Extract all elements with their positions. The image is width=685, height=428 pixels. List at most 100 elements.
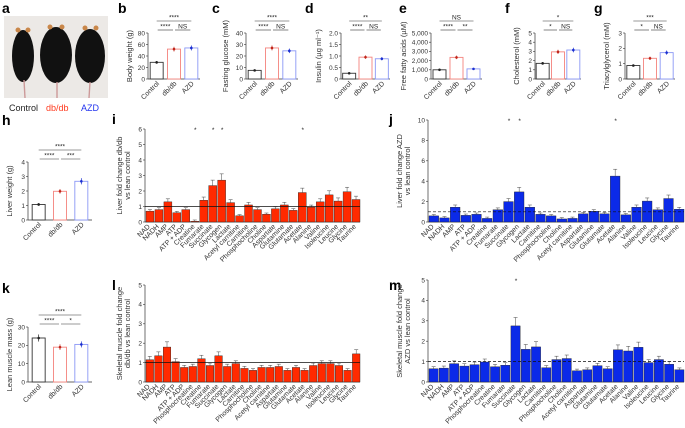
legend-dbdb: db/db — [46, 103, 69, 113]
significance-label: NS — [452, 15, 462, 22]
mean-marker — [80, 343, 83, 346]
bar-succinate — [510, 325, 521, 383]
bar-control — [31, 204, 46, 221]
y-tick-label: 2.0 — [329, 30, 338, 37]
panel-e: e 0 1,000 2,000 3,000 4,000 5,000 Free fatty ac… — [399, 0, 482, 101]
bar-amp — [162, 346, 171, 383]
bar-dbdb — [358, 56, 373, 80]
y-tick-label: 0 — [21, 217, 25, 224]
significance-star: * — [614, 118, 617, 125]
bar-taurine — [674, 369, 685, 383]
mean-marker — [270, 46, 274, 50]
y-axis-label: Triacylglycerol (mM) — [602, 22, 611, 90]
y-tick-label: 0 — [239, 76, 243, 83]
mean-marker — [541, 62, 544, 65]
category-label: Control — [140, 80, 161, 101]
mouse-image-azd — [75, 25, 105, 99]
significance-label: * — [557, 15, 560, 22]
significance-label: NS — [369, 24, 379, 31]
bar-glycine — [664, 364, 674, 383]
y-axis-label: Cholesterol (mM) — [512, 27, 521, 85]
category-label: Control — [22, 383, 43, 404]
mean-marker — [347, 71, 351, 75]
bar-valine — [316, 201, 325, 223]
bar-creatine — [190, 221, 199, 223]
bar-alanine — [307, 207, 316, 223]
significance-label: *** — [646, 15, 654, 22]
y-tick-label: 1 — [618, 61, 622, 68]
significance-label: * — [69, 318, 72, 325]
bar-phosphocholine — [546, 215, 557, 223]
panel-label-e: e — [399, 0, 407, 16]
y-tick-label: 0 — [528, 76, 532, 83]
bar-nadh — [154, 355, 163, 383]
y-tick-label: 4 — [138, 302, 142, 309]
bar-phosphocreatine — [188, 366, 197, 383]
bar-phosphocholine — [253, 209, 262, 223]
y-tick-label: 2 — [421, 199, 425, 206]
mouse-image-control — [12, 27, 34, 99]
bar-carnitine — [541, 367, 552, 383]
y-axis-label: Insulin (µg ml⁻¹) — [314, 29, 323, 83]
bar-phosphocholine — [248, 370, 257, 383]
significance-star: * — [302, 127, 305, 134]
category-label: db/db — [47, 221, 64, 238]
significance-label: NS — [654, 24, 664, 31]
mean-marker — [632, 64, 635, 67]
bar-glycine — [343, 370, 352, 383]
significance-label: **** — [352, 24, 363, 31]
bar-valine — [631, 207, 642, 223]
panel-c: c 0 10 20 30 40 Fasting glucose (mM) Control db/… — [212, 0, 298, 101]
significance-label: * — [549, 24, 552, 31]
bar-nad — [428, 215, 439, 223]
category-label: AZD — [71, 383, 86, 398]
significance-label: **** — [55, 309, 66, 316]
significance-label: **** — [258, 24, 269, 31]
y-tick-label: 20 — [138, 65, 146, 72]
y-tick-label: 3,000 — [412, 49, 429, 56]
bar-glutamine — [592, 365, 603, 383]
category-label: db/db — [161, 80, 178, 97]
significance-label: *** — [67, 153, 75, 160]
y-tick-label: 3 — [21, 174, 25, 181]
bar-acetyl-carnitine — [235, 215, 244, 223]
y-tick-label: 0 — [21, 379, 25, 386]
y-tick-label: 10 — [236, 65, 244, 72]
bar-isoleucine — [643, 362, 654, 383]
y-axis-label: Liver fold change db/db — [115, 137, 124, 215]
panel-label-c: c — [212, 0, 220, 16]
mean-marker — [37, 336, 40, 340]
y-tick-label: 0 — [141, 76, 145, 83]
bar-azd — [74, 180, 89, 221]
category-label: Control — [423, 80, 444, 101]
significance-label: **** — [44, 153, 55, 160]
significance-label: **** — [267, 15, 278, 22]
bar-choline — [561, 358, 572, 383]
y-tick-label: 80 — [138, 30, 146, 37]
bar-nadh — [439, 217, 450, 223]
bar-phosphocholine — [551, 359, 562, 383]
y-axis-label: Free fatty acids (µM) — [399, 21, 408, 90]
y-tick-label: 4 — [421, 298, 425, 305]
panel-a-photo: a Control db/db AZD — [2, 0, 108, 113]
legend-control: Control — [9, 103, 38, 113]
y-tick-label: 10 — [18, 361, 26, 368]
bar-amp — [450, 207, 461, 223]
bar-isoleucine — [326, 363, 335, 383]
y-axis-label: Fasting glucose (mM) — [221, 19, 230, 92]
category-label: db/db — [47, 383, 64, 400]
mean-marker — [80, 179, 83, 183]
mean-marker — [155, 61, 158, 64]
y-tick-label: 1,000 — [412, 67, 429, 74]
panel-label-k: k — [2, 280, 10, 296]
bar-taurine — [351, 199, 361, 223]
category-label: AZD — [463, 80, 478, 95]
bar-atp-adp — [181, 209, 190, 223]
y-tick-label: 60 — [138, 42, 146, 49]
category-label: db/db — [259, 80, 276, 97]
significance-label: **** — [44, 318, 55, 325]
bar-dbdb — [551, 51, 565, 80]
bar-choline — [257, 367, 266, 383]
bar-lactate — [231, 363, 240, 383]
y-tick-label: 3 — [138, 321, 142, 328]
